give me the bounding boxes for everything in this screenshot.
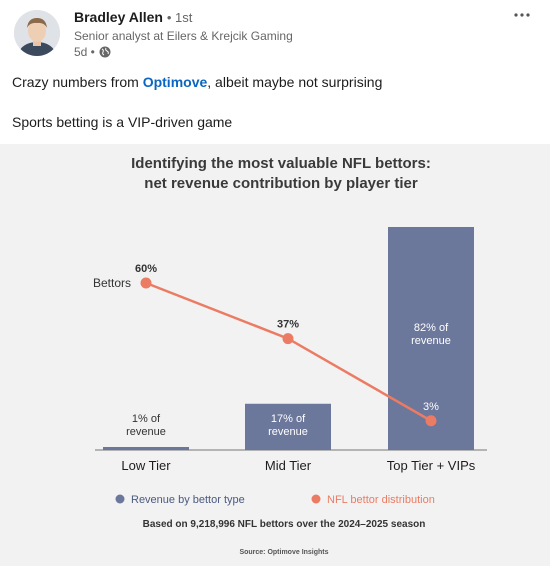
bar-0 xyxy=(103,447,189,450)
chart-source: Source: Optimove Insights xyxy=(239,549,328,556)
bar-label-0-1: revenue xyxy=(126,426,166,438)
author-name-text: Bradley Allen xyxy=(74,9,163,25)
bar-2 xyxy=(388,227,474,450)
post-text-before-mention: Crazy numbers from xyxy=(12,74,143,90)
bar-label-2-0: 82% of xyxy=(414,322,449,334)
legend-label-revenue: Revenue by bettor type xyxy=(131,494,245,506)
bar-label-1-1: revenue xyxy=(268,426,308,438)
bar-label-0-0: 1% of xyxy=(132,413,161,425)
more-horizontal-icon xyxy=(514,13,530,17)
distribution-label-2: 3% xyxy=(423,401,439,413)
author-name[interactable]: Bradley Allen • 1st xyxy=(74,9,192,25)
post-text-line-2: Sports betting is a VIP-driven game xyxy=(12,114,233,130)
bettors-annotation: Bettors xyxy=(93,276,131,290)
legend: Revenue by bettor type NFL bettor distri… xyxy=(115,494,435,506)
bar-1 xyxy=(245,403,331,450)
legend-swatch-distribution xyxy=(311,494,321,504)
x-tick-label-1: Mid Tier xyxy=(265,458,312,473)
distribution-point-2 xyxy=(425,415,437,427)
post-image[interactable]: Identifying the most valuable NFL bettor… xyxy=(0,144,550,566)
more-options-button[interactable] xyxy=(510,6,534,24)
distribution-point-1 xyxy=(282,333,294,345)
chart-title-line-2: net revenue contribution by player tier xyxy=(144,175,418,192)
post-time: 5d • xyxy=(74,45,95,59)
post-meta: 5d • xyxy=(74,45,111,59)
chart-footnote: Based on 9,218,996 NFL bettors over the … xyxy=(143,519,426,530)
distribution-label-1: 37% xyxy=(277,319,299,331)
chart: Identifying the most valuable NFL bettor… xyxy=(93,155,487,556)
post-text-after-mention: , albeit maybe not surprising xyxy=(207,74,383,90)
avatar[interactable] xyxy=(14,10,60,56)
x-tick-label-0: Low Tier xyxy=(121,458,171,473)
author-headline: Senior analyst at Eilers & Krejcik Gamin… xyxy=(74,29,293,43)
legend-swatch-revenue xyxy=(115,494,125,504)
post-header: Bradley Allen • 1st Senior analyst at Ei… xyxy=(0,0,550,64)
connection-degree: • 1st xyxy=(166,10,193,25)
post-text-line-1: Crazy numbers from Optimove, albeit mayb… xyxy=(12,72,532,92)
mention-link[interactable]: Optimove xyxy=(142,74,208,90)
legend-label-distribution: NFL bettor distribution xyxy=(327,494,435,506)
bar-label-2-1: revenue xyxy=(411,335,451,347)
chart-title-line-1: Identifying the most valuable NFL bettor… xyxy=(131,155,431,172)
distribution-point-0 xyxy=(140,277,152,289)
bar-label-1-0: 17% of xyxy=(271,413,306,425)
post-text: Crazy numbers from Optimove, albeit mayb… xyxy=(12,72,532,132)
x-tick-label-2: Top Tier + VIPs xyxy=(387,458,476,473)
globe-icon xyxy=(99,46,111,58)
distribution-label-0: 60% xyxy=(135,263,157,275)
